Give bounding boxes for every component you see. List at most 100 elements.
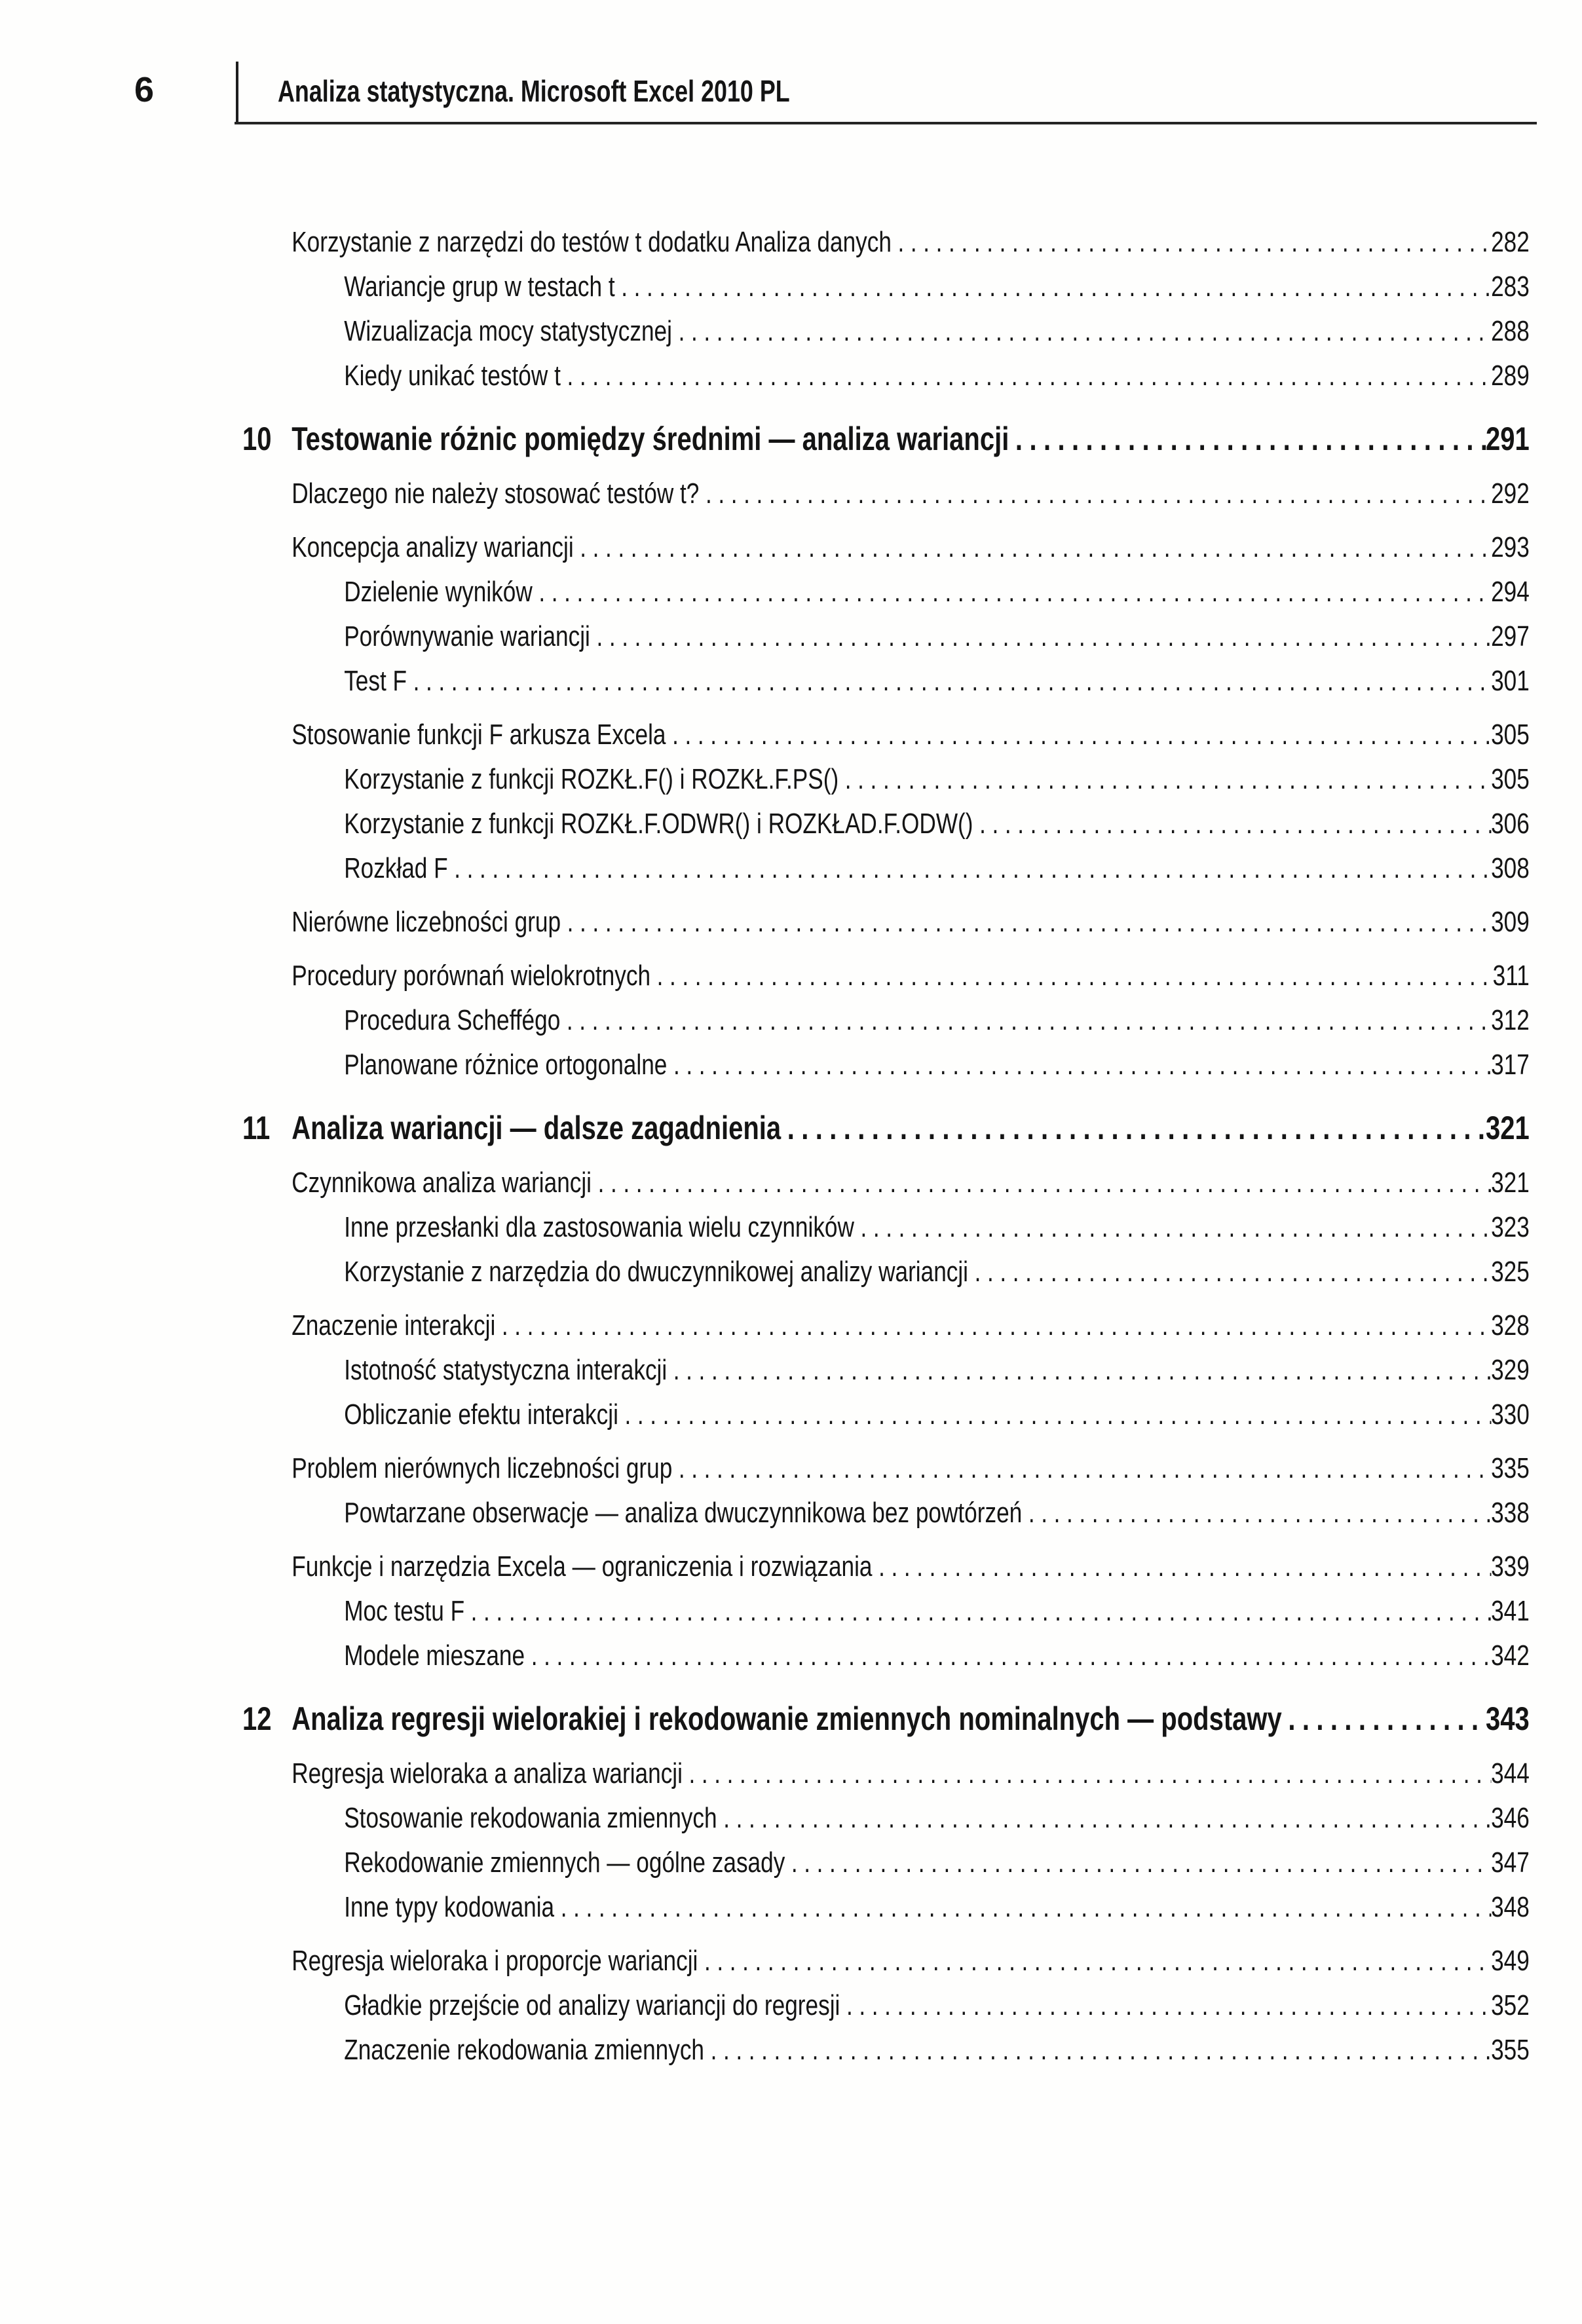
entry-label: Test F	[344, 665, 407, 697]
entry-page-number: 321	[1491, 1167, 1530, 1199]
dot-leader	[598, 1161, 1491, 1205]
dot-leader	[861, 1205, 1492, 1250]
dot-leader	[706, 472, 1491, 516]
entry-label: Problem nierównych liczebności grup	[292, 1452, 673, 1484]
dot-leader	[624, 1393, 1491, 1437]
entry-page-number: 309	[1491, 906, 1530, 938]
entry-page-number: 312	[1491, 1004, 1530, 1036]
dot-leader	[567, 354, 1491, 398]
entry-label: Regresja wieloraka a analiza wariancji	[292, 1757, 683, 1790]
entry-label: Gładkie przejście od analizy wariancji d…	[344, 1989, 840, 2021]
dot-leader	[787, 1106, 1486, 1150]
entry-page-number: 330	[1491, 1398, 1530, 1431]
toc-entry: Korzystanie z funkcji ROZKŁ.F.ODWR() i R…	[242, 802, 1530, 846]
entry-label: Znaczenie interakcji	[292, 1309, 496, 1341]
entry-label: Dzielenie wyników	[344, 576, 533, 608]
toc-entry: Obliczanie efektu interakcji 330	[242, 1393, 1530, 1437]
toc-entry: Znaczenie interakcji 328	[242, 1303, 1530, 1348]
dot-leader	[673, 1043, 1491, 1087]
toc-entry: Test F 301	[242, 659, 1530, 703]
entry-label: Koncepcja analizy wariancji	[292, 531, 574, 563]
dot-leader	[711, 2028, 1491, 2072]
entry-page-number: 348	[1491, 1891, 1530, 1923]
entry-page-number: 339	[1491, 1550, 1530, 1583]
dot-leader	[567, 998, 1491, 1043]
toc-entry: Dlaczego nie należy stosować testów t? 2…	[242, 472, 1530, 516]
toc-entry: Porównywanie wariancji 297	[242, 614, 1530, 659]
entry-label: Wariancje grup w testach t	[344, 271, 615, 303]
toc-list: Korzystanie z narzędzi do testów t dodat…	[242, 211, 1530, 2072]
toc-entry: Korzystanie z narzędzi do testów t dodat…	[242, 220, 1530, 265]
chapter-number: 12	[242, 1700, 272, 1737]
entry-label: Porównywanie wariancji	[344, 620, 590, 652]
toc-entry: Czynnikowa analiza wariancji 321	[242, 1161, 1530, 1205]
entry-label: Analiza regresji wielorakiej i rekodowan…	[292, 1700, 1282, 1737]
dot-leader	[723, 1796, 1491, 1841]
toc-entry: Dzielenie wyników 294	[242, 570, 1530, 614]
entry-page-number: 301	[1491, 665, 1530, 697]
entry-label: Obliczanie efektu interakcji	[344, 1398, 618, 1431]
entry-label: Testowanie różnic pomiędzy średnimi — an…	[292, 421, 1009, 457]
dot-leader	[679, 309, 1492, 354]
dot-leader	[621, 265, 1491, 309]
toc-entry: Inne przesłanki dla zastosowania wielu c…	[242, 1205, 1530, 1250]
header-vertical-rule	[236, 62, 238, 122]
entry-page-number: 291	[1486, 421, 1530, 457]
entry-page-number: 297	[1491, 620, 1530, 652]
dot-leader	[413, 659, 1491, 703]
entry-label: Znaczenie rekodowania zmiennych	[344, 2034, 705, 2066]
entry-label: Funkcje i narzędzia Excela — ograniczeni…	[292, 1550, 873, 1583]
toc-entry: 12 Analiza regresji wielorakiej i rekodo…	[242, 1696, 1530, 1741]
toc-entry: Korzystanie z funkcji ROZKŁ.F() i ROZKŁ.…	[242, 757, 1530, 802]
entry-page-number: 294	[1491, 576, 1530, 608]
dot-leader	[679, 1446, 1491, 1491]
entry-label: Nierówne liczebności grup	[292, 906, 561, 938]
entry-label: Korzystanie z funkcji ROZKŁ.F() i ROZKŁ.…	[344, 763, 839, 795]
toc-entry: Rozkład F 308	[242, 846, 1530, 891]
entry-page-number: 317	[1491, 1049, 1530, 1081]
toc-entry: Regresja wieloraka i proporcje wariancji…	[242, 1939, 1530, 1983]
entry-page-number: 311	[1492, 960, 1530, 992]
toc-entry: Procedury porównań wielokrotnych 311	[242, 954, 1530, 998]
entry-page-number: 338	[1491, 1497, 1530, 1529]
dot-leader	[561, 1885, 1491, 1930]
entry-label: Moc testu F	[344, 1595, 465, 1627]
entry-page-number: 292	[1491, 478, 1530, 510]
entry-page-number: 288	[1491, 315, 1530, 347]
entry-page-number: 305	[1491, 719, 1530, 751]
entry-label: Analiza wariancji — dalsze zagadnienia	[292, 1110, 782, 1146]
entry-label: Kiedy unikać testów t	[344, 360, 561, 392]
toc-entry: Stosowanie funkcji F arkusza Excela 305	[242, 713, 1530, 757]
entry-label: Stosowanie funkcji F arkusza Excela	[292, 719, 666, 751]
dot-leader	[1015, 417, 1486, 461]
header-horizontal-rule	[235, 122, 1537, 124]
entry-label: Czynnikowa analiza wariancji	[292, 1167, 592, 1199]
toc-entry: Modele mieszane 342	[242, 1634, 1530, 1678]
entry-label: Procedury porównań wielokrotnych	[292, 960, 651, 992]
dot-leader	[673, 1348, 1491, 1393]
dot-leader	[975, 1250, 1491, 1294]
entry-label: Istotność statystyczna interakcji	[344, 1354, 668, 1386]
toc-entry: Stosowanie rekodowania zmiennych 346	[242, 1796, 1530, 1841]
toc-entry: 10 Testowanie różnic pomiędzy średnimi —…	[242, 417, 1530, 461]
dot-leader	[596, 614, 1491, 659]
dot-leader	[672, 713, 1491, 757]
entry-label: Inne przesłanki dla zastosowania wielu c…	[344, 1211, 854, 1243]
dot-leader	[502, 1303, 1491, 1348]
entry-page-number: 293	[1491, 531, 1530, 563]
toc-entry: Wizualizacja mocy statystycznej 288	[242, 309, 1530, 354]
entry-page-number: 347	[1491, 1846, 1530, 1879]
entry-page-number: 321	[1486, 1110, 1530, 1146]
dot-leader	[1288, 1696, 1486, 1741]
entry-label: Planowane różnice ortogonalne	[344, 1049, 668, 1081]
dot-leader	[567, 900, 1491, 945]
entry-page-number: 355	[1491, 2034, 1530, 2066]
entry-label: Stosowanie rekodowania zmiennych	[344, 1802, 717, 1834]
entry-page-number: 329	[1491, 1354, 1530, 1386]
entry-page-number: 289	[1491, 360, 1530, 392]
entry-page-number: 283	[1491, 271, 1530, 303]
entry-page-number: 335	[1491, 1452, 1530, 1484]
dot-leader	[531, 1634, 1491, 1678]
dot-leader	[454, 846, 1491, 891]
page-number: 6	[134, 70, 155, 109]
